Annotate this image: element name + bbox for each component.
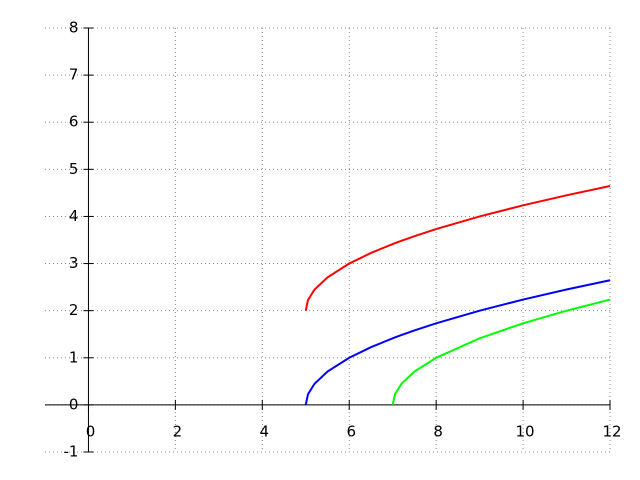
y-tick-label: 6 <box>69 113 79 131</box>
x-tick-label: 2 <box>173 422 183 440</box>
y-tick-label: 8 <box>69 19 79 37</box>
x-tick-label: 10 <box>516 422 535 440</box>
x-tick-label: 8 <box>433 422 443 440</box>
y-tick-label: 1 <box>69 348 79 366</box>
line-series <box>304 279 611 406</box>
y-tick-label: 2 <box>69 301 79 319</box>
y-tick-label: 4 <box>69 207 79 225</box>
line-series <box>304 185 611 311</box>
y-tick-label: -1 <box>63 443 78 461</box>
y-tick-label: 7 <box>69 66 79 84</box>
line-series <box>391 298 611 406</box>
x-tick-label: 12 <box>602 422 621 440</box>
x-tick-label: 4 <box>260 422 270 440</box>
y-tick-label: 5 <box>69 160 79 178</box>
y-tick-label: 3 <box>69 254 79 272</box>
x-tick-label: 0 <box>86 422 96 440</box>
x-tick-label: 6 <box>346 422 356 440</box>
